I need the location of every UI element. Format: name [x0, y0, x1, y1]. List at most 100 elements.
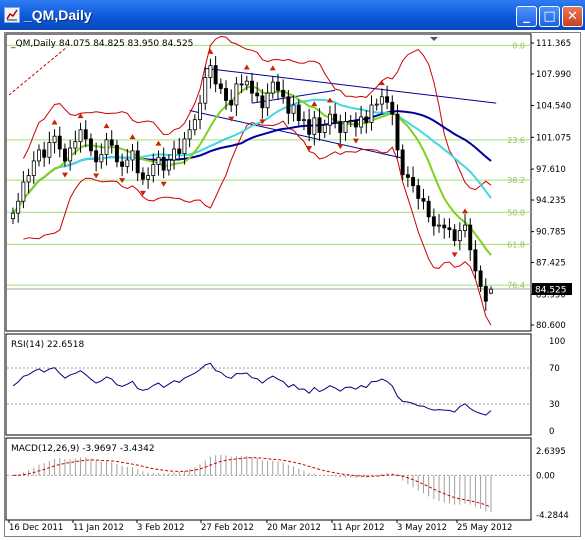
shift-marker-icon[interactable]: [430, 37, 438, 41]
time-axis-label: 20 Mar 2012: [267, 523, 321, 533]
candle: [312, 110, 317, 146]
candle: [21, 171, 26, 209]
candle-body: [447, 227, 452, 231]
candle: [307, 108, 312, 142]
candle: [11, 207, 15, 225]
fib-level-label: 50.0: [507, 208, 525, 217]
candle: [161, 147, 166, 179]
candle: [353, 112, 358, 137]
candle-body: [395, 113, 400, 151]
candle-body: [229, 100, 234, 106]
fractal-down-icon: [352, 138, 359, 144]
fractal-down-icon: [337, 144, 344, 150]
candle: [177, 138, 182, 161]
macd-axis-label: -4.2844: [536, 511, 569, 521]
candle-body: [322, 124, 327, 133]
candle-body: [416, 185, 421, 199]
candle: [120, 153, 125, 177]
price-axis-label: 80.600: [536, 321, 566, 331]
candle-body: [161, 156, 166, 171]
candle: [452, 224, 457, 247]
price-chart-canvas[interactable]: 0.0 23.6 38.2 50.0 61.8 76.4 100 70 30 0 2.6395 0…: [5, 33, 580, 536]
fractal-up-icon: [129, 134, 136, 140]
candle: [229, 89, 234, 112]
candle-body: [218, 83, 223, 89]
candle: [234, 77, 239, 117]
price-axis-label: 90.785: [536, 228, 566, 238]
candle: [94, 142, 99, 172]
candle: [31, 151, 36, 184]
candle: [104, 132, 109, 166]
candle-body: [374, 103, 379, 106]
ma-fast-line: [12, 85, 492, 256]
bollinger-lower: [23, 120, 492, 326]
candle: [364, 110, 369, 134]
candle-body: [37, 149, 41, 162]
candle: [338, 114, 343, 144]
candle-body: [276, 81, 280, 91]
fractal-down-icon: [228, 116, 235, 122]
candle: [385, 85, 390, 110]
candle-body: [478, 270, 483, 287]
price-axis-label: 97.610: [536, 165, 566, 175]
candle-body: [213, 65, 218, 85]
fractal-up-icon: [462, 208, 469, 214]
candle: [182, 132, 187, 165]
candle: [374, 98, 379, 111]
candle: [478, 265, 483, 293]
candle-body: [208, 65, 213, 78]
candle-body: [146, 175, 151, 180]
title-bar[interactable]: _QM,Daily _ □ ✕: [0, 0, 585, 30]
rsi-indicator: 100 70 30 0: [7, 337, 565, 437]
candle: [255, 82, 260, 103]
candle: [99, 143, 104, 169]
candle-body: [426, 200, 431, 218]
fractal-up-icon: [311, 101, 318, 107]
candle-body: [42, 149, 47, 158]
candle: [52, 129, 57, 154]
fibonacci-levels: 0.0 23.6 38.2 50.0 61.8 76.4: [7, 41, 531, 290]
candle-body: [187, 129, 192, 140]
candle-body: [364, 116, 369, 123]
candlesticks: [11, 55, 493, 311]
close-button[interactable]: ✕: [562, 6, 583, 27]
candle-body: [400, 149, 405, 176]
candle-body: [99, 154, 104, 163]
candle: [187, 120, 192, 148]
window-title: _QM,Daily: [24, 7, 92, 23]
candle-body: [166, 159, 171, 171]
macd-indicator: 2.6395 0.00 -4.2844: [7, 447, 569, 521]
candle: [421, 188, 426, 210]
candle: [379, 88, 384, 114]
axis-labels: 111.365 107.990 104.540 101.075 97.610 94.235…: [8, 39, 572, 533]
fractal-down-icon: [259, 119, 266, 125]
candle-body: [483, 286, 488, 302]
time-axis-label: 16 Dec 2011: [9, 523, 63, 533]
candle-body: [109, 139, 114, 146]
chart-area[interactable]: 0.0 23.6 38.2 50.0 61.8 76.4 100 70 30 0 2.6395 0…: [4, 32, 581, 537]
current-price-label: 84.525: [535, 286, 567, 296]
candle: [426, 195, 431, 223]
rsi-axis-label: 100: [549, 337, 565, 347]
candle: [291, 95, 296, 122]
minimize-button[interactable]: _: [516, 6, 537, 27]
fractal-down-icon: [61, 172, 68, 178]
candle: [265, 83, 270, 117]
candle: [468, 218, 473, 261]
candle-body: [57, 135, 62, 150]
candle: [203, 66, 208, 111]
candle: [78, 122, 83, 153]
fib-level-label: 0.0: [512, 41, 525, 50]
candle: [130, 143, 135, 172]
candle: [239, 74, 244, 94]
candle-body: [239, 83, 244, 86]
candle-body: [452, 229, 457, 242]
candle-body: [473, 249, 478, 272]
candle: [213, 55, 218, 93]
candle-body: [270, 81, 275, 94]
price-axis-label: 101.075: [536, 133, 571, 143]
main-panel-header: _QM,Daily 84.075 84.825 83.950 84.525: [10, 39, 193, 49]
maximize-button[interactable]: □: [539, 6, 560, 27]
candle: [109, 130, 114, 154]
